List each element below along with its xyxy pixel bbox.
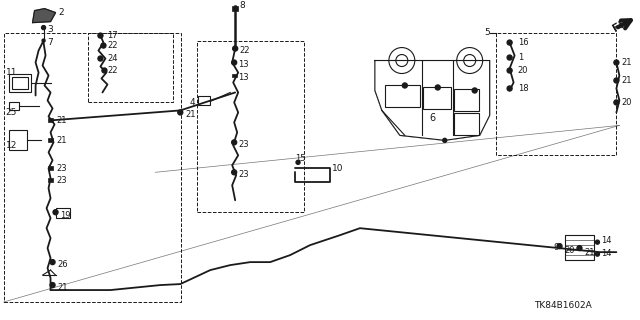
Bar [454,113,479,135]
Text: 21: 21 [58,283,68,292]
Bar [454,90,479,111]
Bar [232,74,237,77]
Text: 11: 11 [6,68,17,77]
Text: 8: 8 [239,1,245,10]
Circle shape [614,60,619,65]
Circle shape [507,86,512,91]
Circle shape [595,252,600,256]
Text: 13: 13 [238,73,249,82]
Circle shape [101,43,106,48]
Text: 13: 13 [238,60,249,69]
Circle shape [472,88,477,93]
Bar [88,33,173,102]
Text: 14: 14 [602,249,612,258]
Text: 5: 5 [484,28,490,37]
Text: 15: 15 [295,154,305,163]
Text: 21: 21 [185,110,196,119]
Text: 22: 22 [108,66,118,75]
Text: 3: 3 [47,25,53,34]
Bar [12,77,28,90]
Circle shape [98,33,103,38]
Circle shape [53,210,58,215]
Circle shape [614,100,619,105]
Circle shape [232,140,237,145]
Text: 17: 17 [108,31,118,40]
Polygon shape [375,60,490,140]
Text: TK84B1602A: TK84B1602A [534,301,592,310]
Circle shape [507,55,512,60]
Bar [4,33,181,302]
Circle shape [178,110,183,115]
Circle shape [232,170,237,175]
Text: 20: 20 [621,98,632,107]
Polygon shape [33,9,56,23]
Text: 14: 14 [602,236,612,245]
Circle shape [42,39,45,42]
Bar [8,130,27,150]
Text: 16: 16 [518,38,528,47]
Text: FR.: FR. [611,15,634,34]
Text: 2: 2 [58,8,64,17]
Text: 7: 7 [47,38,53,47]
Circle shape [233,46,237,51]
Circle shape [557,244,562,249]
Text: 23: 23 [238,170,249,179]
Text: 19: 19 [61,211,71,220]
Bar [197,41,304,212]
Text: 4: 4 [189,98,195,107]
Circle shape [507,40,512,45]
Circle shape [435,85,440,90]
Text: 22: 22 [239,46,250,55]
Bar [48,166,53,170]
Text: 20: 20 [564,246,575,255]
Bar [385,85,420,108]
Circle shape [403,83,407,88]
Bar [423,87,451,109]
Bar [198,96,210,105]
Text: 12: 12 [6,141,17,150]
Text: 22: 22 [108,41,118,50]
Circle shape [614,78,619,83]
Circle shape [507,68,512,73]
Text: 23: 23 [56,164,67,173]
Bar [48,118,53,123]
Bar [232,6,238,11]
Text: 23: 23 [56,176,67,185]
Text: 21: 21 [621,76,632,85]
Bar [564,235,595,260]
Text: 25: 25 [6,108,17,117]
Bar [8,75,31,92]
Bar [48,178,53,182]
Text: 20: 20 [518,66,528,75]
Text: 6: 6 [430,113,436,124]
Circle shape [443,138,447,142]
Bar [48,138,53,142]
Text: 26: 26 [58,260,68,268]
Circle shape [577,246,582,251]
Text: 21: 21 [584,248,595,257]
Text: 21: 21 [621,58,632,67]
Text: 24: 24 [108,54,118,63]
Circle shape [50,260,55,265]
Text: 10: 10 [332,164,344,173]
Circle shape [98,56,103,61]
Circle shape [595,240,600,244]
Circle shape [296,160,300,164]
Circle shape [42,26,45,29]
Circle shape [102,68,107,73]
Text: 21: 21 [56,116,67,125]
Text: 18: 18 [518,84,528,93]
Text: 1: 1 [518,53,523,62]
Text: 21: 21 [56,136,67,145]
Bar [8,102,19,110]
Circle shape [50,283,55,288]
Text: 9: 9 [554,243,559,252]
Circle shape [232,60,237,65]
Bar [56,208,70,218]
Text: 23: 23 [238,140,249,149]
